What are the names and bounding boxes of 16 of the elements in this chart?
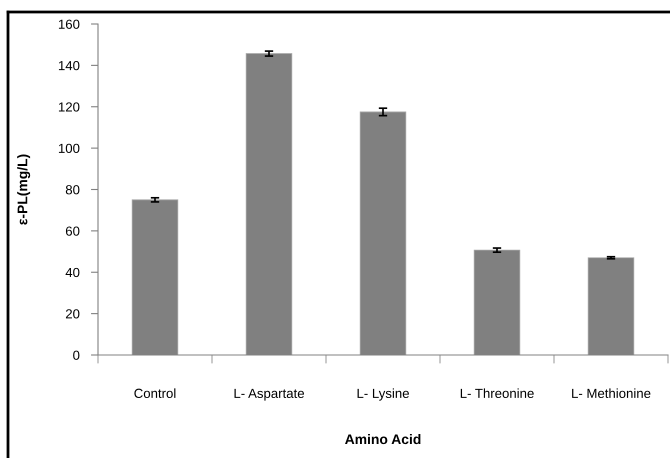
- x-tick-label: L- Aspartate: [234, 388, 304, 401]
- y-tick-label: 60: [66, 226, 80, 236]
- y-tick-label: 160: [58, 20, 80, 29]
- y-tick-label: 40: [66, 268, 80, 278]
- x-tick-label: L- Methionine: [572, 388, 650, 398]
- y-axis-title: ε-PL(mg/L): [17, 154, 30, 225]
- y-tick-label: 140: [58, 60, 80, 70]
- x-axis-title: Amino Acid: [345, 434, 420, 444]
- y-tick-label: 0: [73, 350, 80, 360]
- y-tick-label: 120: [58, 102, 80, 112]
- y-tick-label: 100: [58, 144, 80, 154]
- x-tick-label: Control: [134, 388, 176, 398]
- y-tick-label: 80: [66, 185, 80, 194]
- y-tick-label: 20: [66, 309, 80, 319]
- x-tick-label: L- Threonine: [460, 388, 534, 398]
- x-tick-label: L- Lysine: [358, 388, 409, 401]
